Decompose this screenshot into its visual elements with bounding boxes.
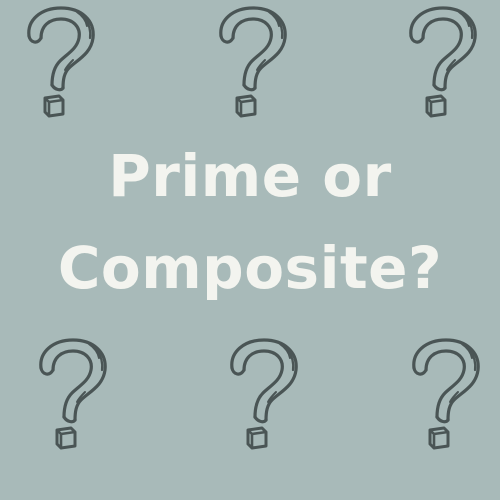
- question-mark-icon: [27, 332, 117, 452]
- question-mark-icon: [400, 332, 490, 452]
- question-mark-icon: [397, 0, 487, 120]
- question-mark-icon: [15, 0, 105, 120]
- title-line-2: Composite?: [57, 234, 443, 302]
- title-line-1: Prime or: [108, 142, 392, 210]
- question-mark-icon: [218, 332, 308, 452]
- question-mark-icon: [207, 0, 297, 120]
